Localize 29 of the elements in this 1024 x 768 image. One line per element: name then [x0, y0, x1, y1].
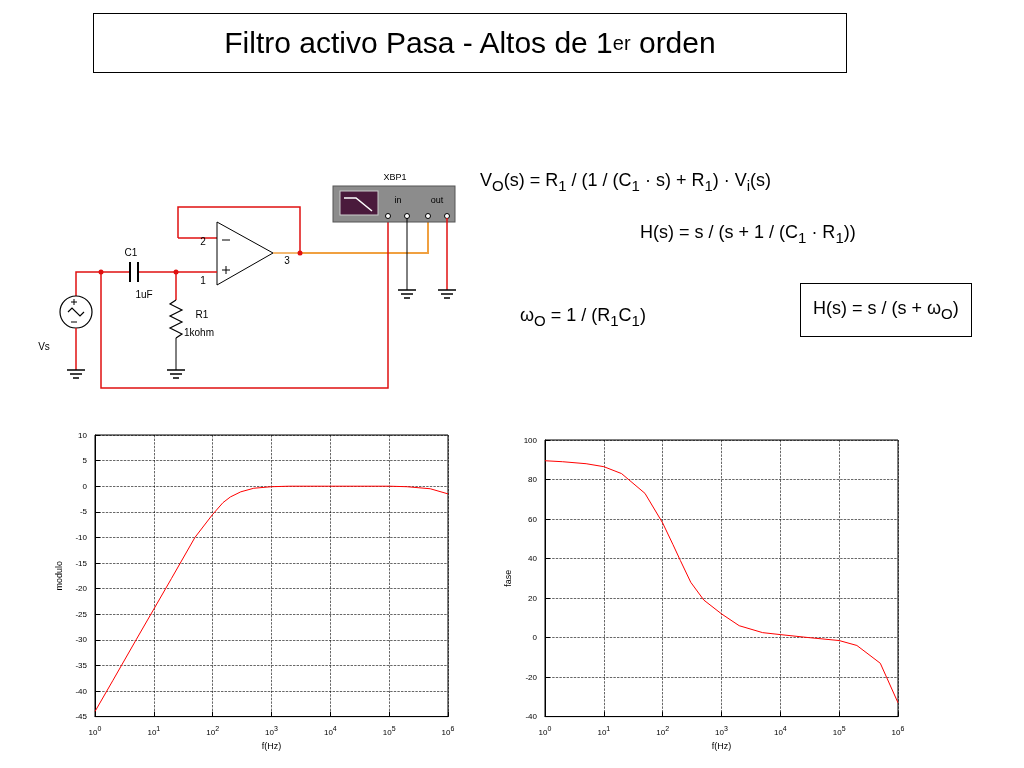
- y-tick-label: -30: [75, 635, 88, 645]
- y-tick-label: -5: [79, 507, 88, 517]
- y-tick-label: 0: [532, 633, 538, 643]
- y-tick-label: 60: [528, 514, 538, 524]
- y-tick-label: -40: [75, 686, 88, 696]
- text: H(s) = s / (s + ω$_{O}$): [800, 283, 972, 337]
- circuit-diagram: XBP1 in out C1 1uF R1 1kohm Vs 1 2 3: [38, 172, 457, 389]
- y-tick-label: 10: [78, 430, 88, 440]
- text: H(s) = s / (s + 1 / (C$_{1}$ · R$_{1}$)): [640, 222, 856, 246]
- y-tick-label: -40: [525, 712, 538, 722]
- y-tick-label: 0: [82, 481, 88, 491]
- y-tick-label: -45: [75, 712, 88, 722]
- y-tick-label: -35: [75, 660, 88, 670]
- y-tick-label: -20: [525, 672, 538, 682]
- text: ω$_{O}$ = 1 / (R$_{1}$C$_{1}$): [520, 305, 646, 329]
- text: V$_{O}$(s) = R$_{1}$ / (1 / (C$_{1}$ · s) + R$_{1}$) · V$_{i}$(s): [480, 170, 772, 194]
- y-axis-title: fase: [503, 569, 514, 587]
- y-tick-label: 80: [528, 475, 538, 485]
- x-axis-title: f(Hz): [711, 740, 732, 751]
- y-tick-label: -25: [75, 609, 88, 619]
- y-tick-label: 100: [523, 435, 538, 445]
- y-axis-title: modulo: [53, 561, 64, 591]
- y-tick-label: 20: [528, 593, 538, 603]
- y-tick-label: -15: [75, 558, 88, 568]
- x-axis-title: f(Hz): [261, 740, 282, 751]
- y-tick-label: 40: [528, 554, 538, 564]
- y-tick-label: -10: [75, 532, 88, 542]
- y-tick-label: -20: [75, 584, 88, 594]
- y-tick-label: 5: [82, 456, 88, 466]
